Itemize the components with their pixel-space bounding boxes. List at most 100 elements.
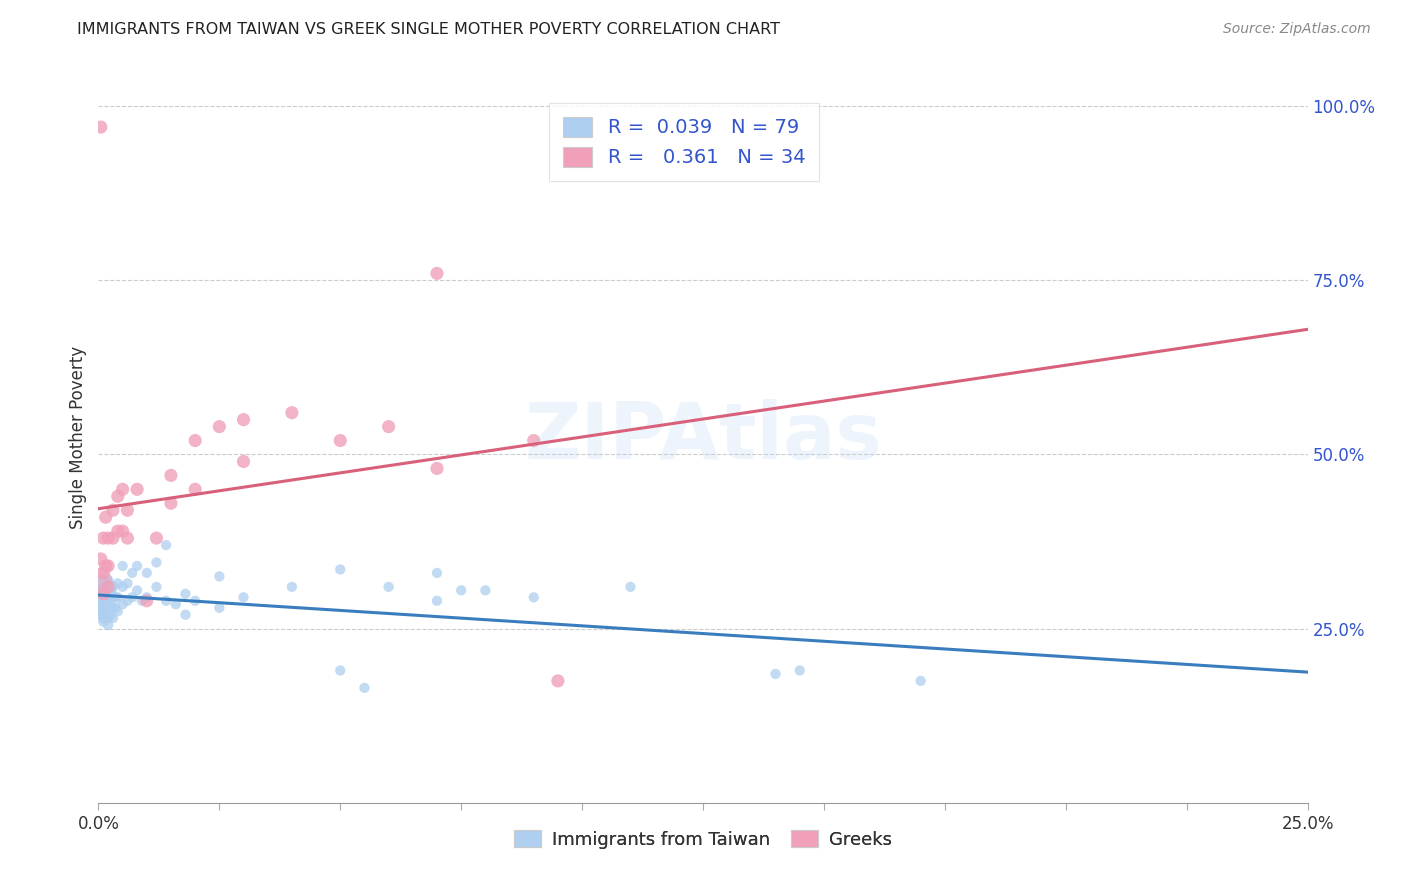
- Point: [91, 587, 114, 601]
- Point: [165, 597, 187, 611]
- Point: [90, 591, 112, 605]
- Point: [94, 597, 117, 611]
- Point: [107, 591, 129, 605]
- Point: [232, 454, 254, 468]
- Point: [135, 566, 157, 580]
- Point: [160, 496, 183, 510]
- Point: [97, 531, 120, 545]
- Point: [377, 419, 399, 434]
- Point: [94, 604, 117, 618]
- Point: [90, 120, 112, 134]
- Point: [174, 587, 197, 601]
- Point: [90, 600, 112, 615]
- Point: [426, 566, 449, 580]
- Point: [135, 594, 157, 608]
- Point: [155, 594, 177, 608]
- Point: [101, 600, 124, 615]
- Legend: Immigrants from Taiwan, Greeks: Immigrants from Taiwan, Greeks: [506, 822, 900, 856]
- Point: [910, 673, 932, 688]
- Point: [523, 434, 546, 448]
- Point: [90, 607, 112, 622]
- Point: [523, 591, 546, 605]
- Point: [90, 594, 112, 608]
- Point: [89, 583, 111, 598]
- Point: [97, 573, 120, 587]
- Point: [474, 583, 496, 598]
- Point: [94, 591, 117, 605]
- Point: [91, 587, 114, 601]
- Point: [97, 580, 120, 594]
- Point: [184, 594, 207, 608]
- Point: [107, 576, 129, 591]
- Point: [90, 587, 112, 601]
- Point: [174, 607, 197, 622]
- Point: [89, 573, 111, 587]
- Point: [91, 611, 114, 625]
- Point: [91, 580, 114, 594]
- Point: [145, 531, 167, 545]
- Point: [208, 569, 231, 583]
- Point: [101, 580, 124, 594]
- Point: [117, 503, 139, 517]
- Point: [93, 594, 115, 608]
- Point: [160, 468, 183, 483]
- Point: [121, 566, 143, 580]
- Point: [100, 607, 122, 622]
- Point: [765, 667, 787, 681]
- Point: [100, 597, 122, 611]
- Point: [184, 434, 207, 448]
- Point: [450, 583, 472, 598]
- Point: [93, 607, 115, 622]
- Point: [281, 580, 304, 594]
- Point: [377, 580, 399, 594]
- Point: [127, 483, 149, 497]
- Point: [90, 597, 112, 611]
- Point: [789, 664, 811, 678]
- Point: [426, 266, 449, 280]
- Point: [232, 412, 254, 426]
- Point: [111, 597, 134, 611]
- Point: [91, 615, 114, 629]
- Point: [91, 597, 114, 611]
- Point: [91, 531, 114, 545]
- Point: [97, 580, 120, 594]
- Point: [111, 580, 134, 594]
- Point: [111, 483, 134, 497]
- Point: [97, 558, 120, 573]
- Point: [104, 591, 127, 605]
- Point: [208, 600, 231, 615]
- Point: [281, 406, 304, 420]
- Point: [117, 594, 139, 608]
- Point: [91, 566, 114, 580]
- Y-axis label: Single Mother Poverty: Single Mother Poverty: [69, 345, 87, 529]
- Point: [619, 580, 641, 594]
- Point: [91, 597, 114, 611]
- Point: [107, 524, 129, 538]
- Point: [97, 591, 120, 605]
- Point: [94, 510, 117, 524]
- Point: [107, 489, 129, 503]
- Point: [121, 591, 143, 605]
- Point: [131, 594, 153, 608]
- Point: [100, 583, 122, 598]
- Text: IMMIGRANTS FROM TAIWAN VS GREEK SINGLE MOTHER POVERTY CORRELATION CHART: IMMIGRANTS FROM TAIWAN VS GREEK SINGLE M…: [77, 22, 780, 37]
- Point: [101, 611, 124, 625]
- Text: ZIPAtlas: ZIPAtlas: [524, 399, 882, 475]
- Point: [145, 556, 167, 570]
- Point: [91, 604, 114, 618]
- Point: [101, 503, 124, 517]
- Point: [232, 591, 254, 605]
- Point: [91, 573, 114, 587]
- Point: [90, 580, 112, 594]
- Point: [94, 558, 117, 573]
- Point: [329, 434, 352, 448]
- Point: [155, 538, 177, 552]
- Point: [101, 591, 124, 605]
- Point: [426, 461, 449, 475]
- Point: [90, 604, 112, 618]
- Point: [547, 673, 569, 688]
- Point: [117, 576, 139, 591]
- Point: [101, 531, 124, 545]
- Point: [127, 583, 149, 598]
- Point: [111, 558, 134, 573]
